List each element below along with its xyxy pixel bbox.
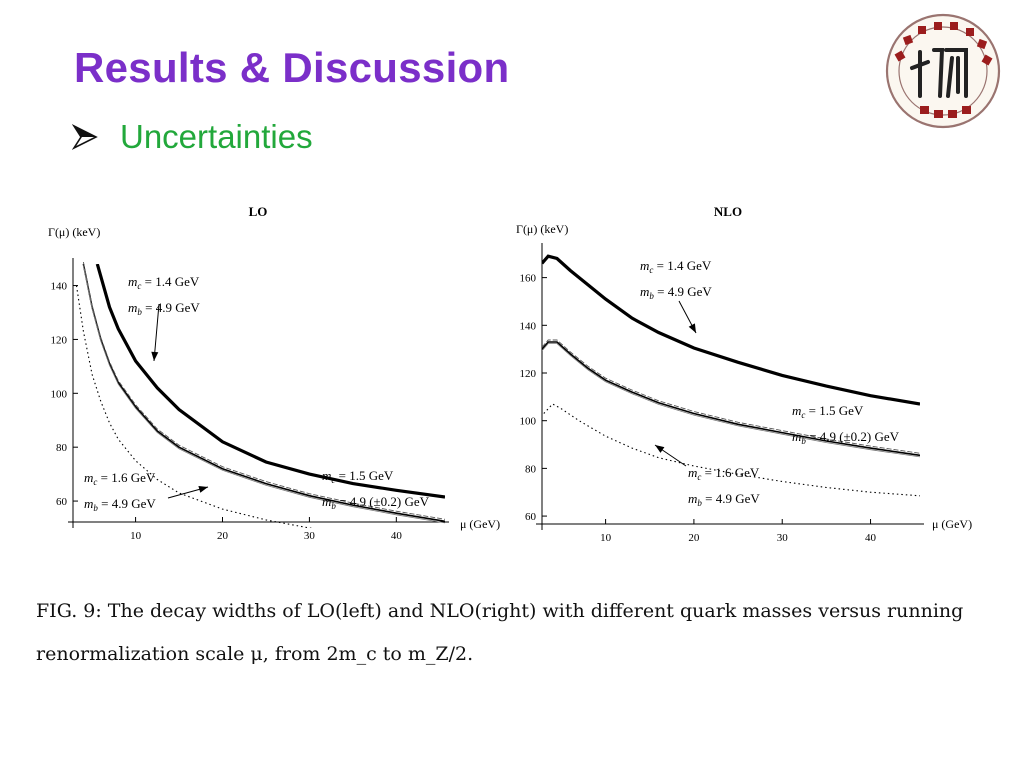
- caption-line-1: FIG. 9: The decay widths of LO(left) and…: [36, 600, 964, 622]
- y-axis-label: Γ(μ) (keV): [516, 222, 568, 236]
- series-label-1: mc = 1.4 GeV: [128, 274, 200, 291]
- x-tick-label: 30: [777, 532, 789, 544]
- y-tick-label: 80: [56, 442, 68, 454]
- series-label-1: mc = 1.4 GeV: [640, 258, 712, 275]
- annotation-arrowhead: [655, 445, 665, 453]
- y-tick-label: 100: [51, 388, 68, 400]
- annotation-arrowhead: [151, 351, 159, 361]
- x-axis-label: μ (GeV): [932, 517, 972, 531]
- x-tick-label: 20: [217, 530, 229, 542]
- chart-title: NLO: [714, 204, 742, 219]
- y-axis-label: Γ(μ) (keV): [48, 225, 100, 239]
- series-band-lower: [83, 265, 445, 524]
- y-tick-label: 120: [520, 368, 537, 380]
- y-tick-label: 80: [525, 463, 537, 475]
- y-tick-label: 60: [525, 511, 537, 523]
- series-band-upper: [542, 339, 920, 454]
- y-tick-label: 100: [520, 416, 537, 428]
- y-tick-label: 120: [51, 334, 68, 346]
- series-label-1: mb = 4.9 GeV: [640, 284, 712, 301]
- annotation-arrow: [153, 303, 160, 362]
- bullet-text: Uncertainties: [120, 118, 313, 155]
- x-tick-label: 10: [600, 532, 612, 544]
- nlo-chart: NLO Γ(μ) (keV) μ (GeV) 10 20 30 40 60 80 100 120 14…: [516, 204, 972, 544]
- series-label-2: mb = 4.9 (±0.2) GeV: [792, 429, 900, 446]
- series-line-3: [543, 403, 920, 497]
- series-line-3: [75, 285, 314, 528]
- x-tick-label: 40: [865, 532, 877, 544]
- series-label-2: mc = 1.5 GeV: [792, 403, 864, 420]
- series-band-upper: [82, 262, 445, 520]
- annotation-arrowhead: [688, 323, 696, 333]
- y-tick-label: 160: [520, 273, 537, 285]
- arrow-bullet-icon: [72, 124, 98, 150]
- series-label-1: mb = 4.9 GeV: [128, 300, 200, 317]
- series-line-1: [95, 264, 445, 499]
- series-line-2: [82, 264, 445, 523]
- series-label-3: mc = 1.6 GeV: [688, 465, 760, 482]
- x-tick-label: 10: [130, 530, 142, 542]
- series-line-1: [542, 254, 920, 406]
- series-label-3: mb = 4.9 GeV: [84, 496, 156, 513]
- x-axis-label: μ (GeV): [460, 517, 500, 531]
- figure-caption: FIG. 9: The decay widths of LO(left) and…: [36, 590, 996, 676]
- x-tick-label: 40: [391, 530, 403, 542]
- x-tick-label: 30: [304, 530, 316, 542]
- caption-line-2: renormalization scale μ, from 2m_c to m_…: [36, 643, 474, 665]
- lo-chart: LO Γ(μ) (keV) μ (GeV) 10 20 30 40 60 80 100 120 140…: [48, 204, 500, 542]
- y-tick-label: 60: [56, 496, 68, 508]
- annotation-arrowhead: [198, 486, 208, 493]
- series-line-2: [542, 341, 920, 457]
- series-label-3: mb = 4.9 GeV: [688, 491, 760, 508]
- bullet-item: Uncertainties: [72, 118, 313, 156]
- university-emblem-seal: [885, 13, 1001, 129]
- slide-title: Results & Discussion: [74, 44, 510, 91]
- y-tick-label: 140: [520, 320, 537, 332]
- series-label-2: mc = 1.5 GeV: [322, 468, 394, 485]
- series-band-lower: [542, 343, 920, 458]
- x-tick-label: 20: [688, 532, 700, 544]
- series-label-3: mc = 1.6 GeV: [84, 470, 156, 487]
- series-label-2: mb = 4.9 (±0.2) GeV: [322, 494, 430, 511]
- y-tick-label: 140: [51, 281, 68, 293]
- chart-title: LO: [249, 204, 268, 219]
